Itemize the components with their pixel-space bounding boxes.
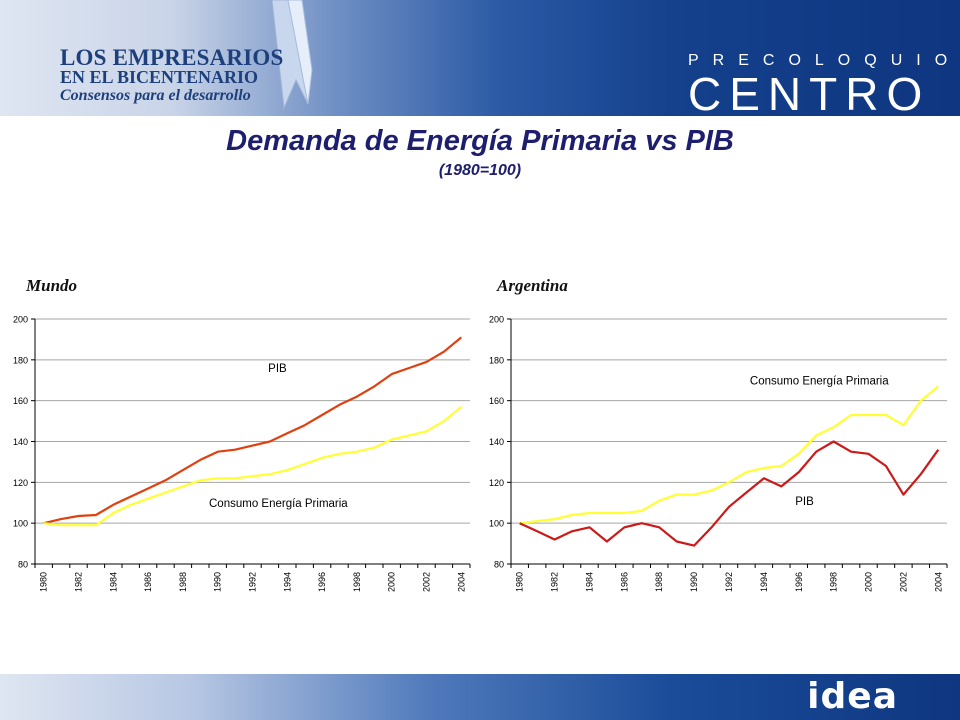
x-tick-label: 2000 bbox=[387, 572, 397, 592]
x-tick-label: 1988 bbox=[654, 572, 664, 592]
x-tick-label: 1986 bbox=[143, 572, 153, 592]
x-tick-label: 1990 bbox=[213, 572, 223, 592]
x-tick-label: 2004 bbox=[456, 572, 466, 592]
series-label: PIB bbox=[268, 363, 287, 375]
y-tick-label: 200 bbox=[13, 315, 28, 325]
ribbon-logo bbox=[271, 0, 313, 110]
footer-logo: idea bbox=[807, 676, 898, 717]
y-tick-label: 200 bbox=[489, 315, 504, 325]
chart-argentina: 80 100 120 140 160 180 200 1980 1982 1984 1986 1988… bbox=[489, 315, 948, 592]
y-tick-label: 100 bbox=[13, 519, 28, 529]
chart-title-mundo: Mundo bbox=[26, 276, 78, 295]
y-tick-label: 100 bbox=[489, 519, 504, 529]
x-tick-label: 1980 bbox=[515, 572, 525, 592]
chart-title-argentina: Argentina bbox=[497, 276, 568, 295]
header-band bbox=[0, 0, 960, 116]
y-tick-label: 120 bbox=[489, 478, 504, 488]
y-tick-label: 160 bbox=[489, 396, 504, 406]
series-label: Consumo Energía Primaria bbox=[209, 498, 348, 510]
x-tick-label: 2000 bbox=[864, 572, 874, 592]
series-line bbox=[43, 336, 462, 525]
x-tick-label: 1988 bbox=[178, 572, 188, 592]
x-tick-label: 1996 bbox=[794, 572, 804, 592]
series-line bbox=[519, 440, 940, 547]
brand-line3: Consensos para el desarrollo bbox=[60, 87, 251, 104]
x-tick-label: 2004 bbox=[933, 572, 943, 592]
x-tick-label: 1998 bbox=[352, 572, 362, 592]
x-tick-label: 1984 bbox=[584, 572, 594, 592]
brand-small-text: PRECOLOQUIO bbox=[688, 52, 960, 69]
x-tick-label: 1996 bbox=[317, 572, 327, 592]
y-tick-label: 80 bbox=[494, 560, 504, 570]
x-tick-label: 1990 bbox=[689, 572, 699, 592]
y-tick-label: 180 bbox=[13, 355, 28, 365]
y-tick-label: 120 bbox=[13, 478, 28, 488]
x-tick-label: 1980 bbox=[39, 572, 49, 592]
chart-mundo: 80 100 120 140 160 180 200 1980 1982 1984 1986 1988… bbox=[13, 315, 471, 592]
x-tick-label: 1994 bbox=[282, 572, 292, 592]
brand-logo-right: PRECOLOQUIO CENTRO bbox=[688, 52, 960, 118]
page-subtitle: (1980=100) bbox=[438, 162, 522, 179]
x-tick-label: 1992 bbox=[248, 572, 258, 592]
x-tick-label: 1986 bbox=[619, 572, 629, 592]
x-tick-label: 2002 bbox=[422, 572, 432, 592]
y-tick-label: 140 bbox=[489, 437, 504, 447]
footer-band bbox=[0, 674, 960, 720]
brand-big-text: CENTRO bbox=[688, 68, 931, 120]
y-tick-label: 140 bbox=[13, 437, 28, 447]
brand-line1: LOS EMPRESARIOS bbox=[60, 45, 284, 70]
y-tick-label: 180 bbox=[489, 355, 504, 365]
series-line bbox=[43, 405, 462, 527]
x-tick-label: 2002 bbox=[898, 572, 908, 592]
page-title: Demanda de Energía Primaria vs PIB bbox=[226, 125, 734, 157]
x-tick-label: 1998 bbox=[829, 572, 839, 592]
series-label: PIB bbox=[795, 496, 814, 508]
series-label: Consumo Energía Primaria bbox=[750, 375, 889, 387]
x-tick-label: 1994 bbox=[759, 572, 769, 592]
brand-logo-left: LOS EMPRESARIOS EN EL BICENTENARIO Conse… bbox=[60, 45, 284, 106]
series-line bbox=[519, 385, 939, 525]
x-tick-label: 1992 bbox=[724, 572, 734, 592]
x-tick-label: 1982 bbox=[550, 572, 560, 592]
y-tick-label: 160 bbox=[13, 396, 28, 406]
y-tick-label: 80 bbox=[18, 560, 28, 570]
x-tick-label: 1984 bbox=[108, 572, 118, 592]
x-tick-label: 1982 bbox=[74, 572, 84, 592]
brand-line2: EN EL BICENTENARIO bbox=[60, 67, 259, 87]
